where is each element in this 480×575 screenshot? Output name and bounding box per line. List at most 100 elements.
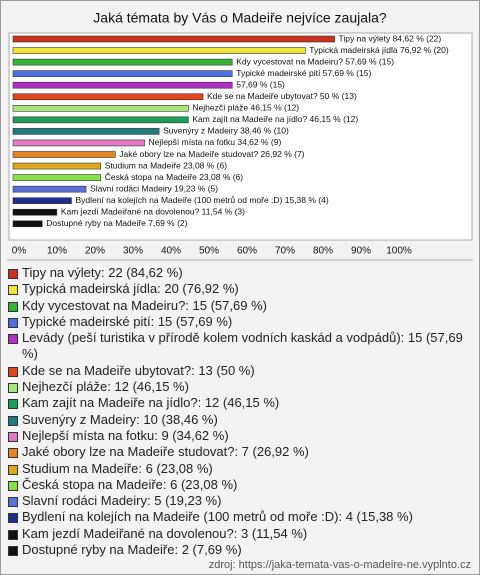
legend-swatch bbox=[8, 334, 18, 345]
chart: Jaká témata by Vás o Madeiře nejvíce zau… bbox=[7, 10, 473, 261]
x-tick-label: 0% bbox=[12, 246, 27, 257]
bar bbox=[12, 35, 335, 43]
legend-item: Bydlení na kolejích na Madeiře (100 metr… bbox=[7, 509, 473, 525]
legend-label: Nejlepší místa na fotku: 9 (34,62 %) bbox=[22, 427, 229, 443]
legend-item: Nejhezčí pláže: 12 (46,15 %) bbox=[7, 379, 473, 395]
legend-item: Kam jezdí Madeiřané na dovolenou?: 3 (11… bbox=[7, 526, 473, 542]
source: zdroj: https://jaka-temata-vas-o-madeire… bbox=[208, 559, 471, 571]
legend-swatch bbox=[8, 415, 18, 426]
bar bbox=[12, 116, 189, 124]
legend-item: Česká stopa na Madeiře: 6 (23,08 %) bbox=[7, 477, 473, 493]
legend-item: Slavní rodáci Madeiry: 5 (19,23 %) bbox=[7, 493, 473, 509]
legend-item: Typické madeirské pití: 15 (57,69 %) bbox=[7, 314, 473, 330]
legend-item: Dostupné ryby na Madeiře: 2 (7,69 %) bbox=[7, 542, 473, 558]
x-tick-label: 50% bbox=[199, 246, 219, 257]
x-tick-label: 40% bbox=[161, 246, 181, 257]
legend-swatch bbox=[8, 366, 18, 377]
bar bbox=[12, 93, 204, 101]
legend-label: Kam jezdí Madeiřané na dovolenou?: 3 (11… bbox=[22, 525, 308, 541]
legend-label: Suvenýry z Madeiry: 10 (38,46 %) bbox=[22, 411, 218, 427]
legend-label: Levády (peší turistika v přírodě kolem v… bbox=[22, 330, 463, 362]
value-label: Kam zajít na Madeiře na jídlo? 46,15 % (… bbox=[192, 114, 358, 124]
bar bbox=[12, 105, 189, 112]
x-tick-label: 70% bbox=[275, 246, 295, 257]
plot-area bbox=[8, 32, 473, 241]
bar bbox=[12, 128, 160, 135]
legend-item: Nejlepší místa na fotku: 9 (34,62 %) bbox=[7, 428, 473, 444]
legend-label: Dostupné ryby na Madeiře: 2 (7,69 %) bbox=[22, 542, 242, 558]
value-label: Bydlení na kolejích na Madeiře (100 metr… bbox=[75, 195, 328, 205]
legend-item: Jaké obory lze na Madeiře studovat?: 7 (… bbox=[7, 444, 473, 460]
legend-label: Studium na Madeiře: 6 (23,08 %) bbox=[22, 460, 213, 476]
legend-swatch bbox=[8, 464, 18, 475]
legend-swatch bbox=[8, 448, 18, 459]
value-label: Kam jezdí Madeiřané na dovolenou? 11,54 … bbox=[61, 207, 245, 217]
value-label: Tipy na výlety 84,62 % (22) bbox=[339, 33, 442, 43]
value-label: Kdy vycestovat na Madeiru? 57,69 % (15) bbox=[236, 56, 394, 66]
bar bbox=[12, 162, 102, 170]
bar bbox=[12, 47, 306, 54]
bar bbox=[12, 58, 233, 66]
value-label: Česká stopa na Madeiře 23,08 % (6) bbox=[105, 172, 244, 182]
x-tick-label: 100% bbox=[386, 246, 412, 257]
bar bbox=[12, 197, 72, 204]
legend-swatch bbox=[8, 529, 18, 540]
legend: Tipy na výlety: 22 (84,62 %) Typická made… bbox=[7, 265, 473, 558]
value-label: Jaké obory lze na Madeiře studovat? 26,9… bbox=[119, 149, 304, 159]
bar bbox=[12, 70, 233, 77]
legend-label: Typické madeirské pití: 15 (57,69 %) bbox=[22, 313, 233, 329]
legend-label: Typická madeirská jídla: 20 (76,92 %) bbox=[22, 281, 239, 297]
value-label: Dostupné ryby na Madeiře 7,69 % (2) bbox=[46, 218, 187, 228]
value-label: Slavní rodáci Madeiry 19,23 % (5) bbox=[90, 183, 218, 193]
legend-swatch bbox=[8, 301, 18, 312]
legend-label: Tipy na výlety: 22 (84,62 %) bbox=[22, 265, 183, 280]
bar bbox=[12, 81, 233, 89]
legend-label: Kde se na Madeiře ubytovat?: 13 (50 %) bbox=[22, 362, 255, 378]
legend-swatch bbox=[8, 399, 18, 410]
legend-swatch bbox=[8, 480, 18, 491]
bar bbox=[12, 151, 116, 158]
bar bbox=[12, 208, 58, 216]
value-label: Studium na Madeiře 23,08 % (6) bbox=[105, 160, 228, 170]
chart-title: Jaká témata by Vás o Madeiře nejvíce zau… bbox=[93, 10, 387, 26]
value-label: Typické madeirské pití 57,69 % (15) bbox=[236, 68, 371, 78]
legend-label: Kdy vycestovat na Madeiru?: 15 (57,69 %) bbox=[22, 297, 267, 313]
value-label: Nejhezčí pláže 46,15 % (12) bbox=[192, 103, 299, 113]
x-tick-label: 80% bbox=[313, 246, 333, 257]
legend-item: Levády (peší turistika v přírodě kolem v… bbox=[7, 330, 473, 363]
legend-item: Kde se na Madeiře ubytovat?: 13 (50 %) bbox=[7, 363, 473, 379]
legend-swatch bbox=[8, 431, 18, 442]
legend-label: Nejhezčí pláže: 12 (46,15 %) bbox=[22, 379, 189, 395]
bar bbox=[12, 139, 145, 147]
value-label: Nejlepší místa na fotku 34,62 % (9) bbox=[149, 137, 282, 147]
legend-label: Jaké obory lze na Madeiře studovat?: 7 (… bbox=[22, 444, 309, 460]
legend-label: Slavní rodáci Madeiry: 5 (19,23 %) bbox=[22, 493, 222, 509]
bar bbox=[12, 185, 87, 193]
x-tick-label: 90% bbox=[351, 246, 371, 257]
legend-item: Tipy na výlety: 22 (84,62 %) bbox=[7, 265, 473, 281]
legend-item: Kam zajít na Madeiře na jídlo?: 12 (46,1… bbox=[7, 395, 473, 411]
legend-swatch bbox=[8, 497, 18, 508]
legend-item: Typická madeirská jídla: 20 (76,92 %) bbox=[7, 281, 473, 297]
legend-item: Kdy vycestovat na Madeiru?: 15 (57,69 %) bbox=[7, 298, 473, 314]
value-label: Kde se na Madeiře ubytovat? 50 % (13) bbox=[207, 91, 357, 101]
legend-swatch bbox=[8, 383, 18, 394]
legend-label: Česká stopa na Madeiře: 6 (23,08 %) bbox=[22, 476, 238, 492]
bar bbox=[12, 220, 43, 228]
legend-label: Kam zajít na Madeiře na jídlo?: 12 (46,1… bbox=[22, 395, 280, 411]
legend-swatch bbox=[8, 285, 18, 296]
legend-swatch bbox=[8, 269, 18, 279]
legend-label: Bydlení na kolejích na Madeiře (100 metr… bbox=[22, 509, 413, 525]
x-tick-label: 30% bbox=[123, 246, 143, 257]
x-tick-label: 10% bbox=[47, 246, 67, 257]
value-label: Typická madeirská jídla 76,92 % (20) bbox=[309, 45, 449, 55]
x-tick-label: 60% bbox=[237, 246, 257, 257]
legend-item: Studium na Madeiře: 6 (23,08 %) bbox=[7, 461, 473, 477]
value-label: 57,69 % (15) bbox=[236, 79, 285, 89]
legend-swatch bbox=[8, 513, 18, 524]
value-label: Suvenýry z Madeiry 38,46 % (10) bbox=[163, 126, 289, 136]
bar bbox=[12, 174, 102, 181]
legend-item: Suvenýry z Madeiry: 10 (38,46 %) bbox=[7, 412, 473, 428]
legend-swatch bbox=[8, 546, 18, 557]
